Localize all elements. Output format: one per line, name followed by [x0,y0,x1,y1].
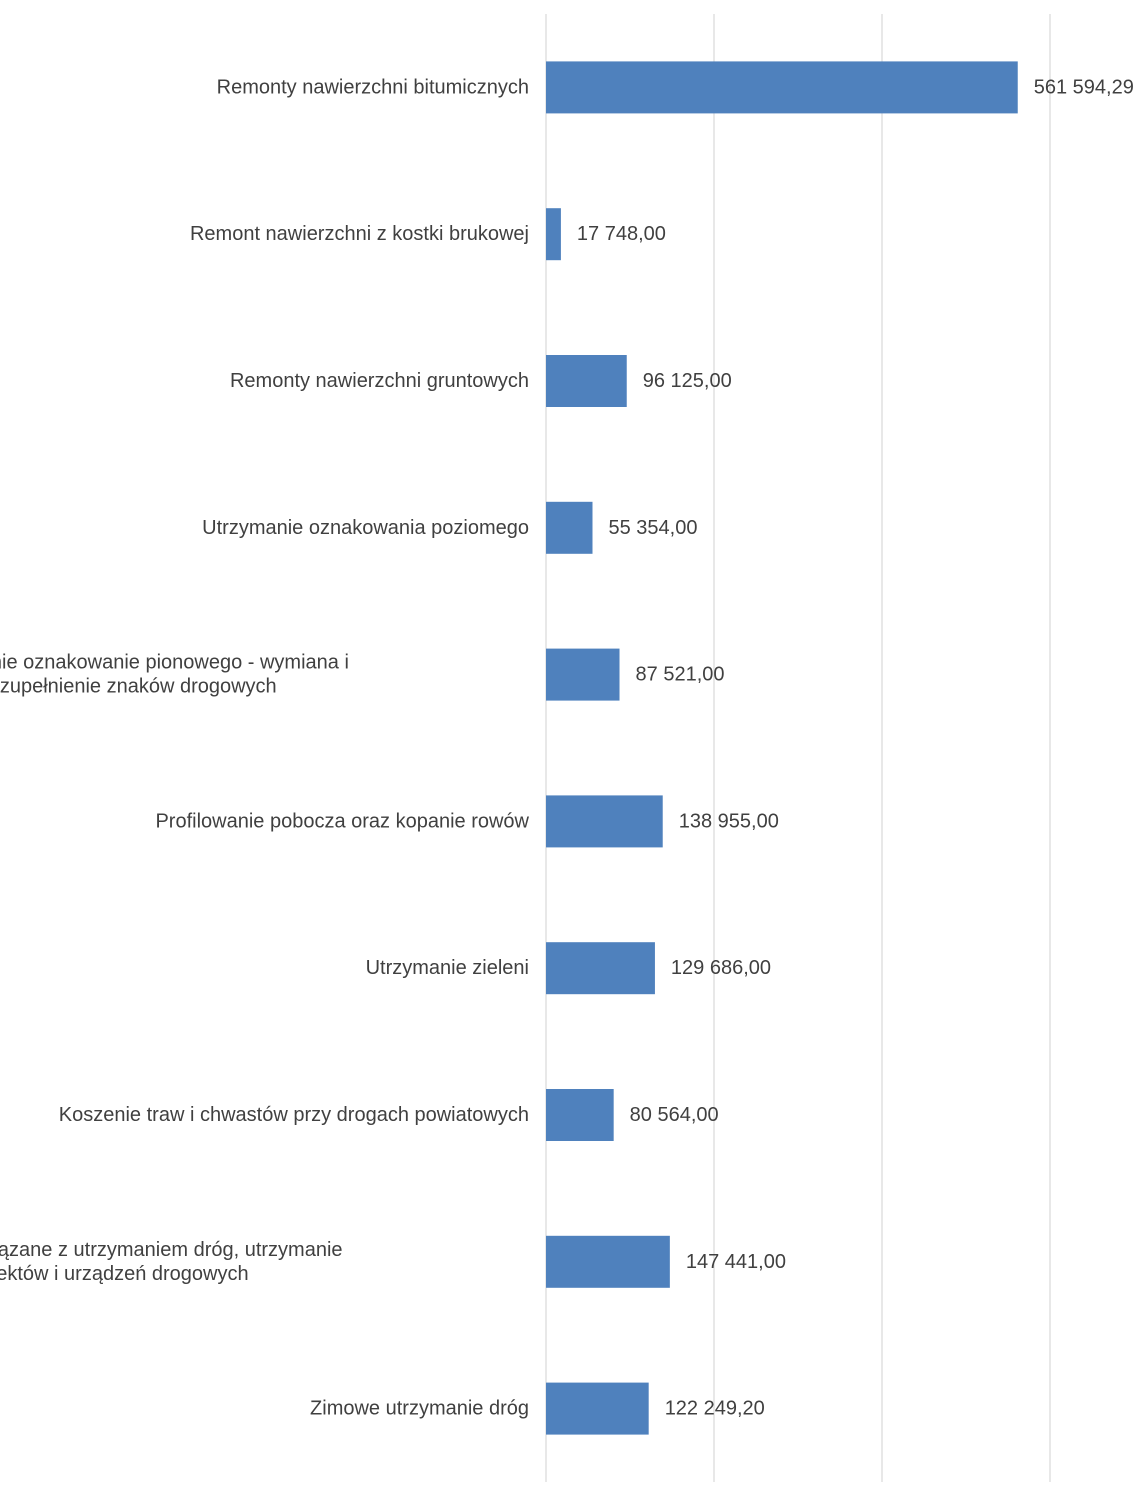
value-label-6: 129 686,00 [671,957,771,979]
category-label-line: Utrzymanie oznakowania poziomego [202,517,529,539]
bars [546,61,1018,1435]
category-label-8: Pozostałe związane z utrzymaniem dróg, u… [0,1239,343,1285]
category-label-line: Remont nawierzchni z kostki brukowej [190,223,529,245]
value-label-7: 80 564,00 [630,1104,719,1126]
value-label-5: 138 955,00 [679,810,779,832]
category-label-line: Koszenie traw i chwastów przy drogach po… [59,1104,529,1126]
category-label-7: Koszenie traw i chwastów przy drogach po… [59,1104,529,1126]
category-label-line: obiektów i urządzeń drogowych [0,1263,249,1285]
bar-0 [546,61,1018,114]
category-label-line: Pozostałe związane z utrzymaniem dróg, u… [0,1239,343,1261]
bar-3 [546,501,593,554]
category-label-4: Utrzymanie oznakowanie pionowego - wymia… [0,652,349,698]
bar-9 [546,1382,649,1435]
value-label-8: 147 441,00 [686,1251,786,1273]
category-label-line: Utrzymanie zieleni [366,957,529,979]
bar-2 [546,355,627,407]
category-label-3: Utrzymanie oznakowania poziomego [202,517,529,539]
category-label-line: Zimowe utrzymanie dróg [310,1398,529,1420]
bar-4 [546,648,620,701]
bar-1 [546,208,561,261]
category-label-5: Profilowanie pobocza oraz kopanie rowów [155,810,529,832]
labels: 561 594,29 Remonty nawierzchni bitumiczny… [0,76,1134,1419]
bar-8 [546,1235,670,1288]
value-label-4: 87 521,00 [636,664,725,686]
category-label-line: uzupełnienie znaków drogowych [0,676,277,698]
value-label-3: 55 354,00 [608,517,697,539]
category-label-1: Remont nawierzchni z kostki brukowej [190,223,529,245]
value-label-2: 96 125,00 [643,370,732,392]
category-label-9: Zimowe utrzymanie dróg [310,1398,529,1420]
value-label-9: 122 249,20 [665,1398,765,1420]
value-label-0: 561 594,29 [1034,76,1134,98]
value-label-1: 17 748,00 [577,223,666,245]
category-label-line: Remonty nawierzchni gruntowych [230,370,529,392]
category-label-0: Remonty nawierzchni bitumicznych [217,76,529,98]
category-label-line: Remonty nawierzchni bitumicznych [217,76,529,98]
category-label-2: Remonty nawierzchni gruntowych [230,370,529,392]
bar-6 [546,942,655,995]
category-label-6: Utrzymanie zieleni [366,957,529,979]
category-label-line: Profilowanie pobocza oraz kopanie rowów [155,810,529,832]
bar-5 [546,795,663,848]
category-label-line: Utrzymanie oznakowanie pionowego - wymia… [0,652,349,674]
bar-7 [546,1089,614,1141]
